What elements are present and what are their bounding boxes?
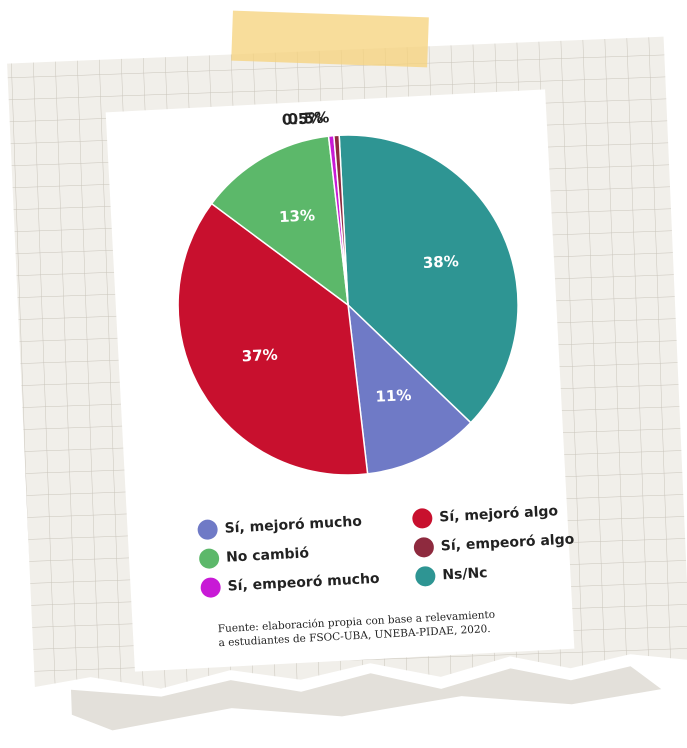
tape <box>231 10 429 68</box>
legend-swatch <box>197 519 218 540</box>
data-label: 13% <box>279 206 316 226</box>
pie-slice <box>210 135 350 307</box>
pie-slice <box>333 134 349 306</box>
legend-label: Sí, mejoró mucho <box>224 514 362 537</box>
legend-label: Sí, empeoró algo <box>440 531 575 554</box>
legend-label: No cambió <box>226 545 310 565</box>
legend-swatch <box>415 566 436 587</box>
legend-swatch <box>199 548 220 569</box>
pie-slice <box>347 303 472 475</box>
legend-swatch <box>200 577 221 598</box>
data-label: 11% <box>375 386 412 406</box>
data-label: 38% <box>422 252 459 272</box>
data-label-outside: 0.5% <box>287 108 329 128</box>
legend-label: Ns/Nc <box>442 565 488 583</box>
data-label: 37% <box>241 346 278 366</box>
legend-label: Sí, empeoró mucho <box>227 571 380 595</box>
card: 38% 11% 37% 13% 0.5%0.5% Ns/Nc Sí, mejoró much… <box>105 89 575 672</box>
pie-slice <box>177 202 369 476</box>
pie-slice <box>338 134 519 424</box>
legend-swatch <box>413 537 434 558</box>
legend-swatch <box>412 508 433 529</box>
data-label-outside: 0.5% <box>281 109 323 129</box>
legend-label: Sí, mejoró algo <box>439 503 559 525</box>
